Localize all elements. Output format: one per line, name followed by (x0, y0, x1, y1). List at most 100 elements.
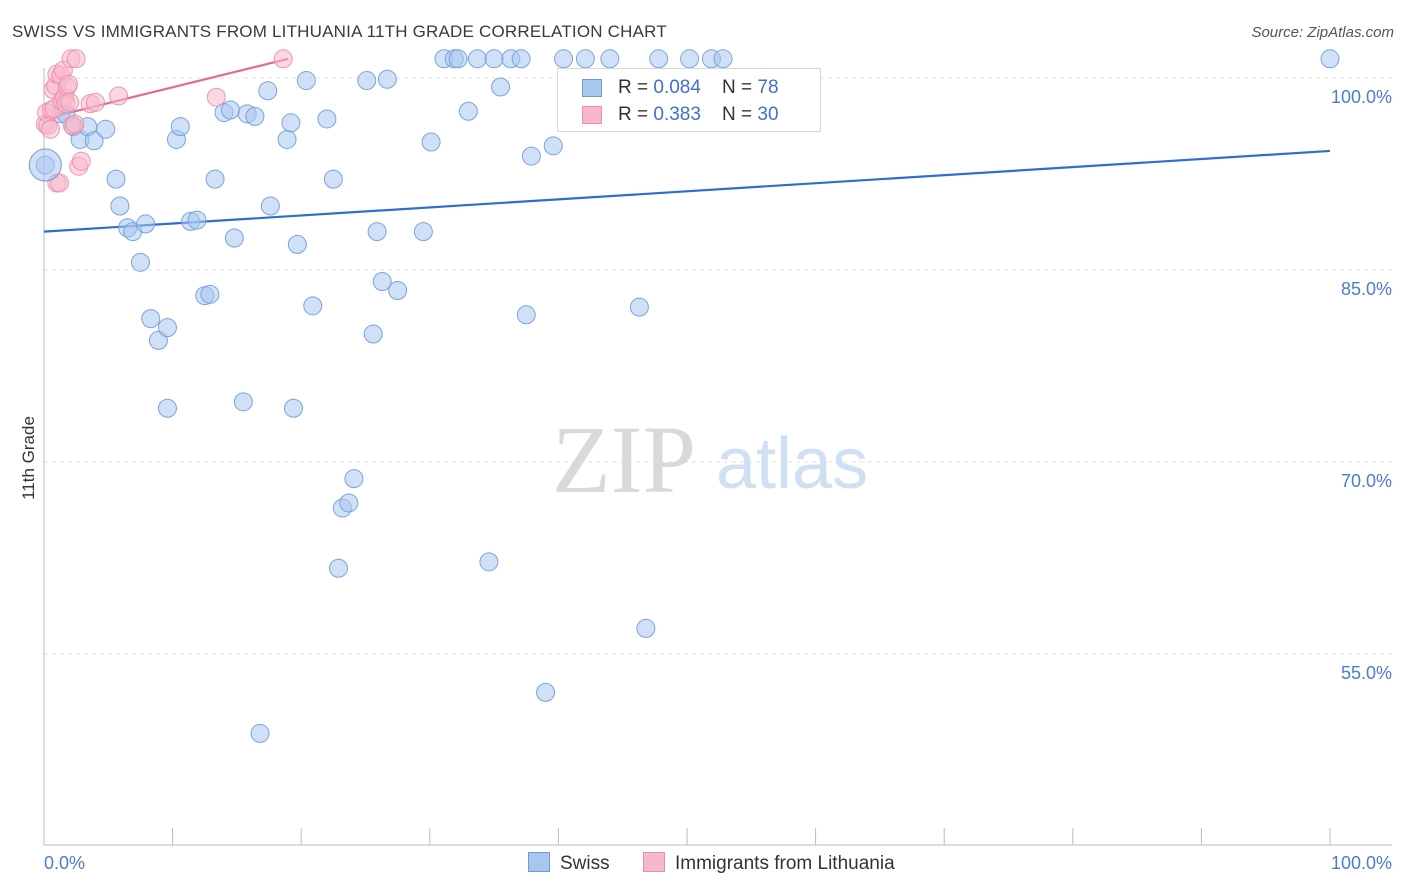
gridlines (44, 77, 1392, 655)
swiss-point-21 (187, 210, 207, 230)
correlation-legend: R = 0.084 N = 78 R = 0.383 N = 30 (557, 68, 821, 132)
lithuania-point-29 (273, 49, 293, 69)
swiss-point-51 (388, 280, 408, 300)
watermark-zip: ZIP (552, 406, 696, 513)
swiss-swatch (582, 79, 602, 97)
swiss-point-35 (281, 113, 301, 133)
legend-item-lithuania[interactable]: Immigrants from Lithuania (643, 852, 895, 875)
lithuania-legend-swatch (643, 852, 665, 872)
swiss-n-label: N = (722, 77, 758, 98)
y-tick-label-3: 55.0% (1341, 663, 1392, 683)
swiss-point-19 (170, 117, 190, 137)
lithuania-point-18 (60, 92, 80, 112)
lithuania-point-28 (206, 87, 226, 107)
lithuania-swatch (582, 106, 602, 124)
swiss-point-49 (372, 272, 392, 292)
swiss-point-67 (543, 136, 563, 156)
swiss-point-73 (649, 49, 669, 69)
swiss-point-34 (277, 129, 297, 149)
swiss-point-36 (283, 398, 303, 418)
swiss-point-77 (1320, 49, 1340, 69)
swiss-point-30 (245, 106, 265, 126)
chart-title: SWISS VS IMMIGRANTS FROM LITHUANIA 11TH … (12, 22, 667, 41)
swiss-legend-swatch (528, 852, 550, 872)
swiss-point-26 (220, 100, 240, 120)
swiss-point-45 (344, 469, 364, 489)
swiss-point-68 (554, 49, 574, 69)
y-tick-labels: 100.0% 85.0% 70.0% 55.0% (1331, 87, 1392, 683)
swiss-point-13 (136, 214, 156, 234)
swiss-point-44 (339, 493, 359, 513)
lithuania-point-22 (66, 49, 86, 69)
swiss-point-38 (296, 71, 316, 91)
lithuania-r-label: R = (618, 104, 654, 125)
lithuania-legend-label: Immigrants from Lithuania (675, 853, 895, 874)
x-tick-label-1: 100.0% (1331, 853, 1392, 873)
swiss-point-14 (141, 309, 161, 329)
lithuania-point-24 (71, 151, 91, 171)
x-tick-labels: 0.0% 100.0% (44, 853, 1392, 873)
swiss-point-64 (516, 305, 536, 325)
y-tick-label-1: 85.0% (1341, 279, 1392, 299)
lithuania-r-value: 0.383 (653, 104, 701, 125)
swiss-point-65 (521, 146, 541, 166)
swiss-trend-line (43, 149, 1331, 233)
legend-item-swiss[interactable]: Swiss (528, 852, 610, 875)
swiss-point-37 (287, 234, 307, 254)
lithuania-point-21 (65, 114, 85, 134)
x-tick-label-0: 0.0% (44, 853, 85, 873)
swiss-point-47 (363, 324, 383, 344)
lithuania-point-17 (58, 74, 78, 94)
swiss-point-58 (467, 49, 487, 69)
axes (43, 68, 1392, 846)
swiss-point-16 (157, 318, 177, 338)
swiss-point-27 (224, 228, 244, 248)
swiss-r-value: 0.084 (653, 77, 701, 98)
swiss-n-value: 78 (757, 77, 779, 98)
swiss-point-50 (377, 69, 397, 89)
lithuania-point-26 (85, 92, 105, 112)
swiss-r-label: R = (618, 77, 654, 98)
swiss-point-61 (491, 77, 511, 97)
swiss-point-8 (106, 169, 126, 189)
swiss-point-72 (636, 618, 656, 638)
swiss-point-12 (130, 252, 150, 272)
swiss-point-70 (600, 49, 620, 69)
swiss-point-60 (484, 49, 504, 69)
swiss-point-59 (479, 552, 499, 572)
swiss-point-39 (303, 296, 323, 316)
swiss-point-48 (367, 222, 387, 242)
swiss-point-28 (233, 392, 253, 412)
swiss-point-24 (205, 169, 225, 189)
swiss-point-40 (317, 109, 337, 129)
swiss-point-41 (323, 169, 343, 189)
swiss-point-33 (260, 196, 280, 216)
y-tick-label-2: 70.0% (1341, 471, 1392, 491)
lithuania-n-label: N = (722, 104, 758, 125)
swiss-point-7 (96, 119, 116, 139)
swiss-point-17 (157, 398, 177, 418)
swiss-point-23 (200, 284, 220, 304)
source-label: Source: ZipAtlas.com (1251, 24, 1394, 41)
swiss-point-66 (536, 682, 556, 702)
data-points (28, 49, 1340, 743)
swiss-point-9 (110, 196, 130, 216)
swiss-point-6 (84, 131, 104, 151)
swiss-point-large (28, 148, 62, 182)
swiss-point-57 (458, 101, 478, 121)
swiss-point-32 (258, 81, 278, 101)
lithuania-point-3 (40, 119, 60, 139)
lithuania-point-27 (109, 86, 129, 106)
lithuania-n-value: 30 (757, 104, 779, 125)
swiss-legend-label: Swiss (560, 853, 610, 874)
watermark-atlas: atlas (716, 424, 868, 504)
swiss-point-52 (413, 222, 433, 242)
y-axis-title: 11th Grade (19, 416, 38, 500)
swiss-point-42 (328, 558, 348, 578)
swiss-point-71 (629, 297, 649, 317)
y-tick-label-0: 100.0% (1331, 87, 1392, 107)
swiss-point-69 (575, 49, 595, 69)
swiss-point-53 (421, 132, 441, 152)
swiss-point-63 (511, 49, 531, 69)
